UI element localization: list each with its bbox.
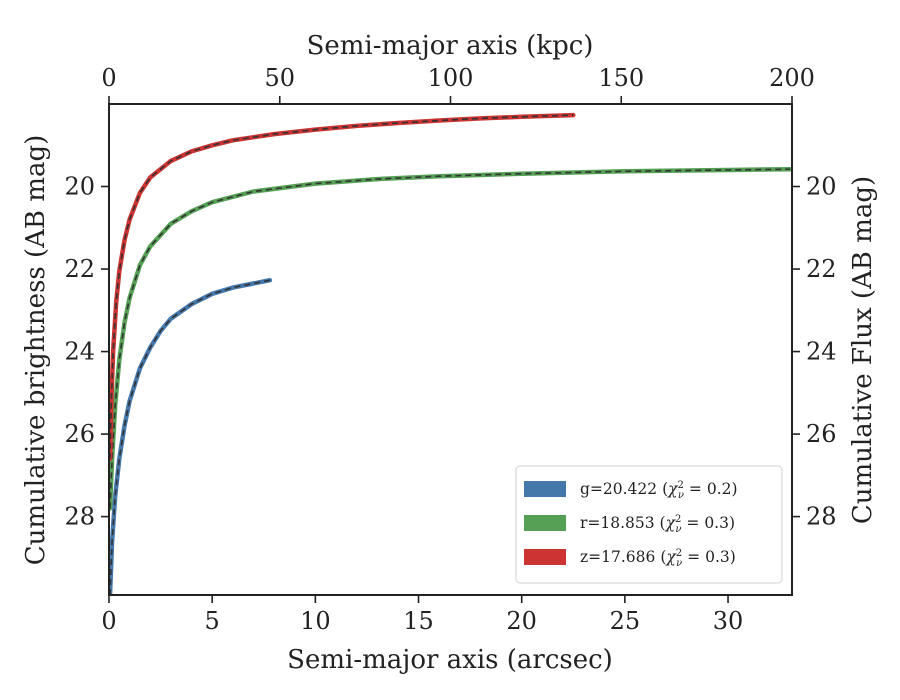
y2-tick-label: 20 (806, 173, 837, 201)
series-line-z (109, 112, 576, 462)
y2-axis-label: Cumulative Flux (AB mag) (848, 176, 878, 524)
legend-swatch-z (524, 549, 566, 565)
legend-box (515, 465, 783, 584)
x2-tick-label: 50 (264, 64, 295, 92)
legend-swatch-g (524, 481, 566, 497)
x-tick-label: 20 (506, 607, 537, 635)
x-tick-label: 25 (610, 607, 641, 635)
model-line-r (109, 168, 790, 509)
legend: g=20.422 (χ2 ν = 0.2) r=18.853 (χ2 ν = 0.3)… (515, 465, 783, 584)
y-tick-label: 26 (64, 420, 95, 448)
axis-ticks: 0 5 10 15 20 25 30 0 50 100 150 200 20 20 22 22 24 24 26 26… (64, 64, 836, 635)
x-tick-label: 0 (101, 607, 116, 635)
y-tick-label: 22 (64, 255, 95, 283)
y2-tick-label: 26 (806, 420, 837, 448)
model-line-z (109, 114, 574, 459)
x2-axis-label: Semi-major axis (kpc) (307, 31, 594, 61)
x2-tick-label: 200 (769, 64, 815, 92)
series-lines (109, 112, 792, 595)
model-line-g (109, 279, 271, 595)
x-tick-label: 30 (713, 607, 744, 635)
x2-tick-label: 100 (428, 64, 474, 92)
legend-label-r: r=18.853 (χ2 ν = 0.3) (580, 514, 735, 535)
legend-label-g: g=20.422 (χ2 ν = 0.2) (580, 480, 738, 501)
x-tick-label: 10 (300, 607, 331, 635)
x2-tick-label: 0 (101, 64, 116, 92)
legend-label-z: z=17.686 (χ2 ν = 0.3) (580, 548, 736, 569)
legend-swatch-r (524, 515, 566, 531)
y-tick-label: 20 (64, 173, 95, 201)
y-tick-label: 28 (64, 503, 95, 531)
x2-tick-label: 150 (598, 64, 644, 92)
x-axis-label: Semi-major axis (arcsec) (287, 645, 613, 675)
y2-tick-label: 24 (806, 338, 837, 366)
x-tick-label: 5 (205, 607, 220, 635)
y2-tick-label: 28 (806, 503, 837, 531)
y-axis-label: Cumulative brightness (AB mag) (21, 135, 51, 566)
y2-tick-label: 22 (806, 255, 837, 283)
x-tick-label: 15 (403, 607, 434, 635)
series-line-g (109, 277, 273, 595)
series-line-r (109, 166, 792, 511)
y-tick-label: 24 (64, 338, 95, 366)
